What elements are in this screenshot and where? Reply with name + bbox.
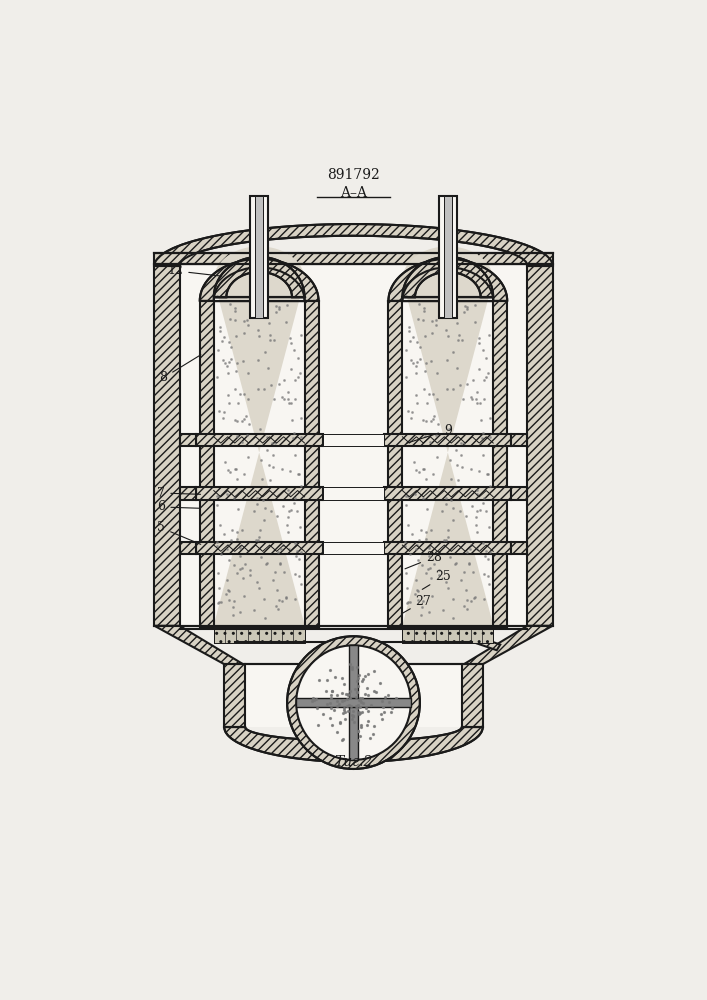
Polygon shape: [384, 487, 511, 500]
Polygon shape: [402, 246, 493, 625]
Text: A–A: A–A: [340, 186, 367, 200]
Text: 25: 25: [422, 570, 451, 589]
Polygon shape: [323, 542, 384, 554]
Polygon shape: [214, 257, 305, 297]
Polygon shape: [472, 636, 501, 650]
Polygon shape: [402, 627, 493, 643]
Circle shape: [287, 636, 420, 769]
Polygon shape: [511, 542, 527, 554]
Polygon shape: [154, 266, 180, 626]
Polygon shape: [180, 542, 196, 554]
Polygon shape: [154, 253, 553, 264]
Text: 7: 7: [158, 487, 201, 500]
Polygon shape: [402, 257, 493, 297]
Polygon shape: [464, 626, 553, 664]
Polygon shape: [444, 196, 452, 318]
Polygon shape: [250, 196, 268, 318]
Polygon shape: [388, 301, 402, 627]
Polygon shape: [196, 542, 323, 554]
Text: 9: 9: [407, 424, 452, 443]
Polygon shape: [200, 301, 214, 627]
Polygon shape: [511, 487, 527, 500]
Polygon shape: [200, 259, 319, 301]
Text: 12: 12: [168, 264, 221, 277]
Polygon shape: [296, 698, 411, 707]
Polygon shape: [384, 434, 511, 446]
Text: 891792: 891792: [327, 168, 380, 182]
Polygon shape: [154, 626, 243, 664]
Polygon shape: [180, 266, 527, 626]
Polygon shape: [305, 301, 319, 627]
Polygon shape: [196, 434, 323, 446]
Text: 27: 27: [402, 595, 431, 614]
Polygon shape: [349, 645, 358, 760]
Text: 8: 8: [160, 355, 201, 384]
Polygon shape: [255, 196, 263, 318]
Polygon shape: [245, 664, 462, 727]
Polygon shape: [493, 301, 507, 627]
Text: 5: 5: [158, 521, 201, 544]
Text: 6: 6: [158, 500, 201, 513]
Polygon shape: [214, 627, 305, 643]
Polygon shape: [224, 664, 245, 727]
Polygon shape: [384, 542, 511, 554]
Polygon shape: [180, 434, 196, 446]
Polygon shape: [224, 727, 483, 762]
Polygon shape: [180, 487, 196, 500]
Polygon shape: [214, 246, 305, 625]
Polygon shape: [439, 196, 457, 318]
Polygon shape: [527, 266, 553, 626]
Polygon shape: [323, 487, 384, 500]
Text: 28: 28: [405, 551, 442, 569]
Polygon shape: [462, 664, 483, 727]
Text: Τиг.2: Τиг.2: [334, 755, 373, 769]
Polygon shape: [196, 487, 323, 500]
Polygon shape: [154, 224, 553, 266]
Polygon shape: [511, 434, 527, 446]
Polygon shape: [388, 259, 507, 301]
Polygon shape: [323, 434, 384, 446]
Circle shape: [296, 645, 411, 760]
